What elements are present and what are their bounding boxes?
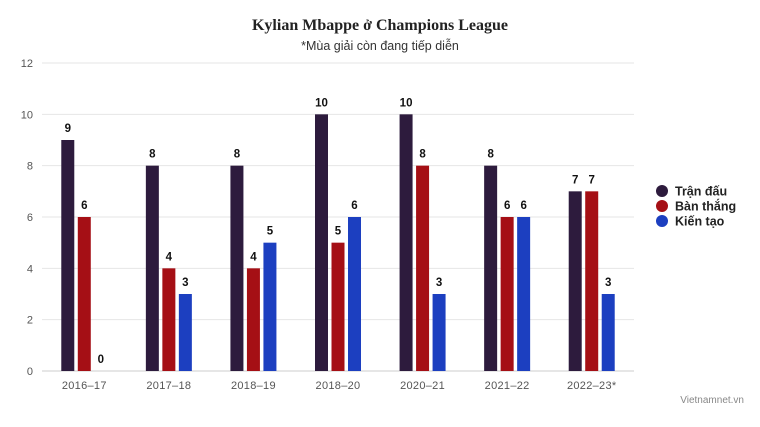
bar [178,294,192,371]
data-label: 9 [65,123,71,135]
legend-label: Bàn thắng [675,199,736,214]
data-label: 4 [166,251,173,263]
bar [416,165,430,371]
legend-label: Trận đấu [675,185,727,199]
chart-title: Kylian Mbappe ở Champions League [252,17,508,34]
data-label: 6 [81,200,87,212]
bar [162,268,176,371]
y-tick-label: 4 [27,263,33,275]
x-tick-label: 2018–20 [316,380,361,392]
legend-swatch [656,185,668,197]
bar [399,114,413,371]
data-label: 3 [605,277,611,289]
y-tick-label: 10 [21,109,33,121]
data-label: 8 [234,149,241,161]
bar [145,165,159,371]
data-label: 8 [487,149,494,161]
bar [432,294,446,371]
data-label: 4 [250,251,257,263]
data-label: 7 [589,174,595,186]
bar [601,294,615,371]
y-tick-label: 0 [27,366,33,378]
data-label: 6 [351,200,357,212]
data-label: 10 [315,97,328,109]
bar [77,217,91,371]
bar [263,242,277,371]
bar [230,165,244,371]
y-tick-label: 12 [21,58,33,70]
x-axis: 2016–17 2017–18 2018–19 2018–20 2020–21 2021–… [62,380,617,392]
data-label: 6 [520,200,526,212]
bar [331,242,345,371]
y-axis: 0 2 4 6 8 10 12 [21,58,33,378]
data-label: 8 [149,149,156,161]
legend-label: Kiến tạo [675,215,725,229]
chart-subtitle: *Mùa giải còn đang tiếp diễn [301,38,459,53]
legend-swatch [656,200,668,212]
data-label: 7 [572,174,578,186]
x-tick-label: 2022–23* [567,380,617,392]
bar [315,114,328,371]
legend-swatch [656,215,668,227]
y-tick-label: 2 [27,315,33,327]
data-label: 10 [400,97,413,109]
credit-label: Vietnamnet.vn [680,395,744,406]
bar [500,217,514,371]
data-label: 6 [504,200,510,212]
data-label: 3 [182,277,188,289]
x-tick-label: 2017–18 [146,380,191,392]
x-tick-label: 2016–17 [62,380,107,392]
bar [585,191,599,371]
bar [61,140,75,371]
y-tick-label: 8 [27,161,33,173]
data-label: 8 [419,149,426,161]
data-label: 0 [98,354,104,366]
x-tick-label: 2020–21 [400,380,445,392]
y-tick-label: 6 [27,212,33,224]
data-label: 5 [267,226,274,238]
x-tick-label: 2018–19 [231,380,276,392]
bar [568,191,582,371]
bar [484,165,498,371]
data-label: 3 [436,277,442,289]
bar [246,268,260,371]
bar [348,217,361,371]
bar [517,217,531,371]
x-tick-label: 2021–22 [485,380,530,392]
data-label: 5 [335,226,342,238]
